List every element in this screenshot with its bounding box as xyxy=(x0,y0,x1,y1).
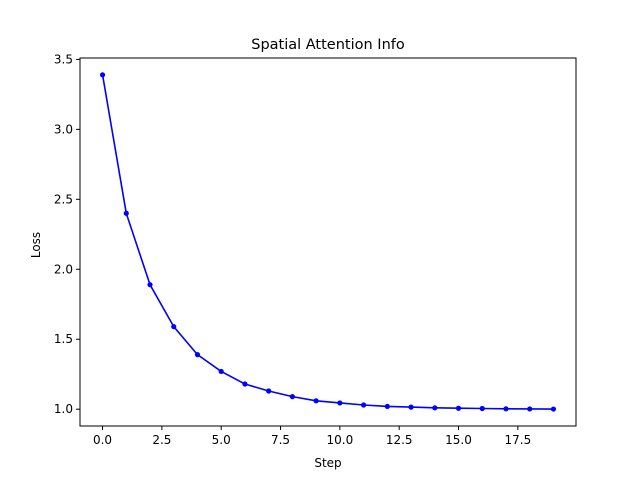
data-point xyxy=(218,368,224,375)
y-axis-label: Loss xyxy=(29,232,43,258)
x-tick-label: 12.5 xyxy=(386,433,413,447)
data-point xyxy=(479,405,485,412)
x-axis-label: Step xyxy=(314,456,341,470)
data-point xyxy=(266,388,272,394)
x-tick-label: 7.5 xyxy=(271,433,290,447)
data-point xyxy=(289,394,296,400)
data-point xyxy=(171,324,177,330)
data-point xyxy=(360,402,367,408)
y-axis: 1.0 1.5 2.0 2.5 3.0 3.5 xyxy=(54,52,80,416)
data-point xyxy=(242,381,248,387)
data-point xyxy=(384,403,390,410)
y-tick-label: 1.5 xyxy=(54,332,73,346)
chart-title: Spatial Attention Info xyxy=(251,37,405,53)
data-point xyxy=(455,405,462,411)
y-tick-label: 3.0 xyxy=(54,122,73,136)
x-tick-label: 2.5 xyxy=(152,433,171,447)
x-tick-label: 15.0 xyxy=(445,433,472,447)
plot-area xyxy=(99,72,557,412)
data-point xyxy=(550,406,557,412)
x-tick-label: 17.5 xyxy=(504,433,531,447)
data-point xyxy=(432,405,438,411)
series-line xyxy=(101,74,554,410)
y-tick-label: 3.5 xyxy=(54,52,73,66)
y-tick-label: 2.0 xyxy=(54,262,73,276)
data-point xyxy=(503,406,509,412)
data-point xyxy=(337,400,343,406)
y-tick-label: 1.0 xyxy=(54,402,73,416)
y-tick-label: 2.5 xyxy=(54,192,73,206)
x-tick-label: 0.0 xyxy=(93,433,112,447)
data-point xyxy=(527,406,533,412)
plot-frame xyxy=(79,57,577,427)
data-point xyxy=(313,398,319,404)
data-point xyxy=(408,404,414,410)
x-tick-label: 5.0 xyxy=(212,433,231,447)
x-axis: 0.0 2.5 5.0 7.5 10.0 12.5 15.0 17.5 xyxy=(93,426,531,447)
data-point xyxy=(147,282,153,288)
x-tick-label: 10.0 xyxy=(327,433,354,447)
data-point xyxy=(99,72,106,78)
data-point xyxy=(194,352,201,358)
data-point xyxy=(123,210,129,216)
